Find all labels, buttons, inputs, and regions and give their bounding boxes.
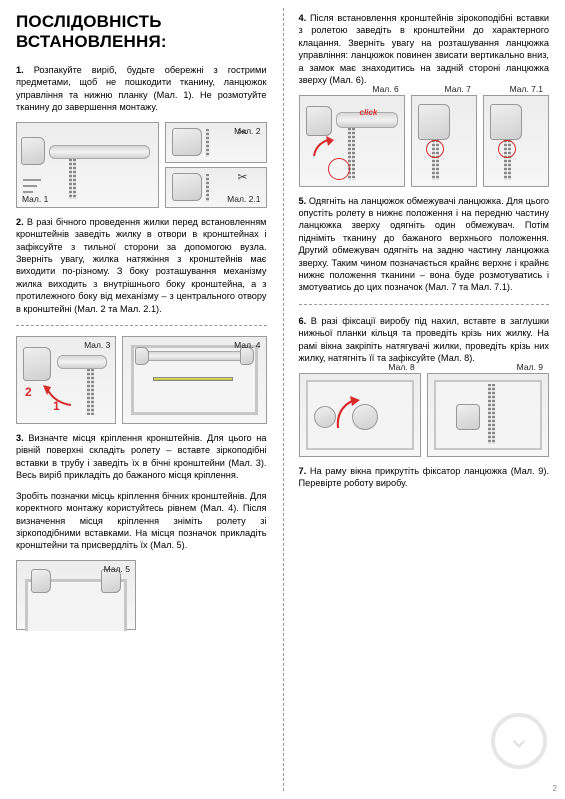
step-4: 4. Після встановлення кронштейнів зіроко… bbox=[299, 12, 550, 87]
fig-row-4: click Мал. 6 Мал. 7 Мал. 7. bbox=[299, 95, 550, 187]
fig6-label: Мал. 6 bbox=[372, 84, 398, 94]
fig5-label: Мал. 5 bbox=[104, 564, 130, 574]
fig71-label: Мал. 7.1 bbox=[510, 84, 543, 94]
step-2: 2. В разі бічного проведення жилки перед… bbox=[16, 216, 267, 315]
figure-4: Мал. 4 bbox=[122, 336, 266, 424]
step-5: 5. Одягніть на ланцюжок обмежувачі ланцю… bbox=[299, 195, 550, 294]
step-5-text: Одягніть на ланцюжок обмежувачі ланцюжка… bbox=[299, 196, 550, 293]
step-7: 7. На раму вікна прикрутіть фіксатор лан… bbox=[299, 465, 550, 490]
fig-row-5: Мал. 8 Мал. 9 bbox=[299, 373, 550, 457]
step-6: 6. В разі фіксації виробу під нахил, вст… bbox=[299, 315, 550, 365]
fig-row-1: Мал. 1 ✂ Мал. 2 ✂ Мал. 2.1 bbox=[16, 122, 267, 208]
figure-7-1: Мал. 7.1 bbox=[483, 95, 549, 187]
fig-row-3: Мал. 5 bbox=[16, 560, 267, 630]
figure-3: 2 1 Мал. 3 bbox=[16, 336, 116, 424]
fig3-label: Мал. 3 bbox=[84, 340, 110, 350]
figure-2-1: ✂ Мал. 2.1 bbox=[165, 167, 266, 208]
step-6-text: В разі фіксації виробу під нахил, вставт… bbox=[299, 316, 550, 363]
left-column: ПОСЛІДОВНІСТЬ ВСТАНОВЛЕННЯ: 1. Розпакуйт… bbox=[0, 0, 283, 799]
figure-1: Мал. 1 bbox=[16, 122, 159, 208]
fig8-label: Мал. 8 bbox=[388, 362, 414, 372]
click-label: click bbox=[360, 108, 378, 117]
step-3a-text: Визначте місця кріплення кронштейнів. Дл… bbox=[16, 433, 267, 480]
figure-2: ✂ Мал. 2 bbox=[165, 122, 266, 163]
fig2-label: Мал. 2 bbox=[234, 126, 260, 136]
fig9-label: Мал. 9 bbox=[517, 362, 543, 372]
step-1: 1. Розпакуйте виріб, будьте обережні з г… bbox=[16, 64, 267, 114]
step-4-text: Після встановлення кронштейнів зірокопод… bbox=[299, 13, 550, 85]
step-7-text: На раму вікна прикрутіть фіксатор ланцюж… bbox=[299, 466, 550, 488]
left-horizontal-divider bbox=[16, 325, 267, 326]
fig1-label: Мал. 1 bbox=[22, 194, 48, 204]
page-number: 2 bbox=[553, 784, 557, 793]
step-3a: 3. Визначте місця кріплення кронштейнів.… bbox=[16, 432, 267, 482]
fig7-label: Мал. 7 bbox=[445, 84, 471, 94]
page-title: ПОСЛІДОВНІСТЬ ВСТАНОВЛЕННЯ: bbox=[16, 12, 267, 52]
fig-row-2: 2 1 Мал. 3 Мал. 4 bbox=[16, 336, 267, 424]
right-column: 4. Після встановлення кронштейнів зіроко… bbox=[283, 0, 565, 799]
figure-6: click Мал. 6 bbox=[299, 95, 405, 187]
step-3b-text: Зробіть позначки місць кріплення бічних … bbox=[16, 491, 267, 551]
step-1-text: Розпакуйте виріб, будьте обережні з гост… bbox=[16, 65, 267, 112]
step-3b: Зробіть позначки місць кріплення бічних … bbox=[16, 490, 267, 552]
figure-7: Мал. 7 bbox=[411, 95, 477, 187]
fig4-label: Мал. 4 bbox=[234, 340, 260, 350]
figure-9: Мал. 9 bbox=[427, 373, 549, 457]
figure-8: Мал. 8 bbox=[299, 373, 421, 457]
step-2-text: В разі бічного проведення жилки перед вс… bbox=[16, 217, 267, 314]
watermark-icon bbox=[491, 713, 547, 769]
fig21-label: Мал. 2.1 bbox=[227, 194, 260, 204]
right-horizontal-divider bbox=[299, 304, 550, 305]
figure-5: Мал. 5 bbox=[16, 560, 136, 630]
